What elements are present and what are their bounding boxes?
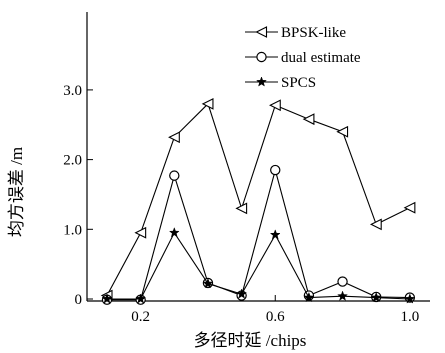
- series-line: [107, 231, 410, 300]
- data-point: [168, 227, 180, 238]
- data-point: [302, 113, 315, 126]
- x-tick-label: 0.6: [266, 309, 285, 325]
- series-line: [106, 102, 411, 296]
- data-point: [369, 218, 382, 231]
- y-tick-label: 1.0: [63, 222, 82, 238]
- data-point: [135, 293, 147, 304]
- legend-item: SPCS: [245, 75, 316, 91]
- data-point: [404, 293, 416, 304]
- x-tick-label: 1.0: [400, 309, 419, 325]
- data-point: [169, 170, 180, 181]
- data-point: [303, 291, 315, 303]
- legend-label: dual estimate: [281, 50, 361, 66]
- series-bpsk-like: [100, 97, 416, 302]
- data-point: [270, 164, 281, 176]
- y-axis-label: 均方误差 /m: [7, 147, 26, 237]
- data-point: [202, 277, 214, 289]
- x-axis-label: 多径时延 /chips: [194, 331, 307, 350]
- data-point: [101, 293, 113, 304]
- y-tick-label: 0: [75, 292, 83, 308]
- data-point: [403, 201, 416, 214]
- data-point: [134, 226, 147, 239]
- data-point: [235, 202, 248, 215]
- data-point: [269, 99, 281, 112]
- data-point: [168, 131, 180, 144]
- y-tick-label: 2.0: [63, 153, 82, 169]
- legend-item: BPSK-like: [245, 25, 346, 41]
- y-tick-label: 3.0: [63, 83, 82, 99]
- data-point: [370, 291, 382, 303]
- legend-label: SPCS: [281, 75, 316, 91]
- series-spcs: [101, 227, 416, 304]
- data-point: [337, 290, 348, 301]
- x-tick-label: 0.2: [131, 309, 150, 325]
- legend-marker: [255, 26, 268, 38]
- data-point: [269, 229, 281, 240]
- series-dual-estimate: [101, 164, 416, 305]
- series-line: [107, 167, 410, 301]
- legend-marker: [256, 76, 267, 87]
- data-point: [337, 276, 348, 287]
- data-point: [236, 288, 248, 299]
- data-point: [201, 97, 214, 110]
- series-layer: [100, 97, 416, 305]
- legend: BPSK-like dual estimate SPCS: [245, 25, 361, 91]
- axes: 0 1.0 2.0 3.0 0.2 0.6 1.0: [63, 12, 430, 325]
- data-point: [336, 125, 349, 138]
- legend-item: dual estimate: [245, 50, 361, 66]
- legend-label: BPSK-like: [281, 25, 346, 41]
- legend-marker: [256, 51, 267, 63]
